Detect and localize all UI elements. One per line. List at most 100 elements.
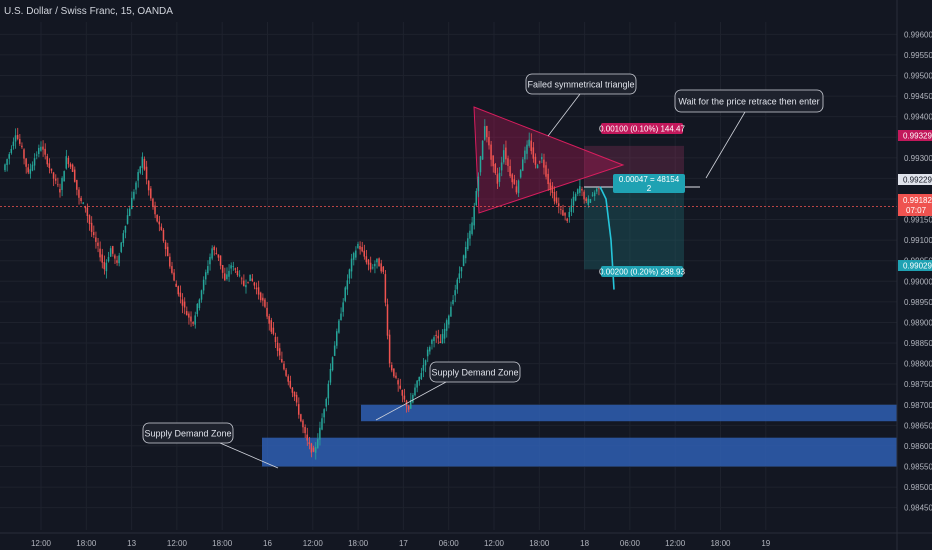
- candle-body: [412, 394, 414, 403]
- supply-demand-zone[interactable]: [262, 437, 897, 467]
- y-tick-label: 0.99100: [904, 236, 932, 245]
- y-tick-label: 0.98550: [904, 462, 932, 471]
- candle-body: [175, 283, 177, 287]
- candle-body: [486, 125, 488, 138]
- candle-body: [536, 165, 539, 169]
- candle-body: [319, 427, 321, 440]
- candle-body: [376, 258, 378, 263]
- supply-demand-zone[interactable]: [361, 404, 897, 422]
- candle-body: [397, 380, 399, 385]
- candle-body: [500, 162, 503, 171]
- candle-body: [443, 328, 446, 339]
- take-profit-price-text: 0.99329: [903, 132, 932, 141]
- candle-body: [517, 180, 520, 194]
- candle-body: [107, 256, 110, 262]
- candle-body: [448, 315, 450, 325]
- candle-body: [221, 265, 224, 273]
- candle-body: [158, 221, 160, 225]
- x-tick-label: 18:00: [76, 539, 97, 548]
- candle-body: [35, 154, 38, 156]
- candle-body: [63, 171, 65, 182]
- candle-body: [103, 262, 106, 270]
- y-tick-label: 0.99300: [904, 154, 932, 163]
- candle-body: [367, 259, 370, 265]
- triangle-callout[interactable]: Failed symmetrical triangle: [525, 73, 637, 137]
- candle-body: [190, 316, 192, 322]
- candle-body: [329, 369, 332, 383]
- candle-body: [414, 387, 416, 396]
- candle-body: [40, 146, 42, 151]
- candle-body: [534, 156, 537, 165]
- candle-body: [532, 147, 535, 159]
- upper-zone-callout-box: [429, 361, 521, 383]
- take-profit-price-badge: 0.99329: [898, 130, 932, 141]
- candle-body: [452, 299, 454, 305]
- candle-body: [211, 248, 213, 259]
- stop-price-text: 0.99029: [903, 262, 932, 271]
- candle-body: [585, 198, 587, 202]
- candle-body: [209, 256, 211, 265]
- candle-body: [95, 237, 97, 242]
- candle-body: [114, 255, 116, 259]
- upper-position-label-text: 0.00100 (0.10%) 144.47: [599, 125, 685, 134]
- y-tick-label: 0.99550: [904, 51, 932, 60]
- candle-body: [224, 273, 226, 281]
- candle-body: [579, 186, 581, 193]
- lower-zone-callout[interactable]: Supply Demand Zone: [142, 422, 279, 469]
- candle-body: [240, 278, 243, 280]
- candle-body: [481, 140, 484, 160]
- candle-body: [8, 154, 10, 159]
- candle-body: [59, 188, 61, 193]
- candle-body: [314, 447, 317, 453]
- stop-area[interactable]: [584, 187, 684, 270]
- candle-body: [450, 306, 452, 317]
- candle-body: [166, 246, 169, 257]
- candle-body: [483, 126, 486, 140]
- candle-body: [361, 247, 363, 252]
- candle-body: [357, 243, 359, 248]
- x-tick-label: 18: [580, 539, 589, 548]
- candle-body: [541, 157, 543, 160]
- candle-body: [156, 214, 158, 222]
- candle-body: [380, 263, 382, 272]
- candle-body: [160, 226, 163, 231]
- lower-position-label: 0.00200 (0.20%) 288.93: [599, 266, 685, 277]
- candle-body: [502, 150, 505, 163]
- candle-body: [371, 267, 374, 269]
- candle-body: [48, 163, 51, 168]
- candle-body: [10, 148, 13, 153]
- wait-callout[interactable]: Wait for the price retrace then enter: [674, 89, 824, 179]
- y-tick-label: 0.98750: [904, 380, 932, 389]
- candle-body: [509, 166, 511, 177]
- candle-body: [462, 255, 465, 267]
- candle-body: [469, 230, 471, 239]
- upper-zone-callout[interactable]: Supply Demand Zone: [375, 361, 521, 421]
- candle-body: [4, 164, 6, 171]
- candle-body: [431, 339, 433, 344]
- candle-body: [249, 274, 251, 281]
- candle-body: [29, 169, 32, 174]
- wait-callout-box: [674, 89, 824, 113]
- candle-body: [374, 263, 376, 267]
- candle-body: [135, 182, 137, 190]
- candle-body: [390, 364, 393, 371]
- candle-body: [42, 146, 44, 150]
- candle-body: [285, 369, 287, 376]
- projection-path[interactable]: [599, 186, 615, 290]
- candle-body: [543, 159, 545, 168]
- candle-body: [25, 158, 27, 167]
- candle-body: [71, 164, 74, 172]
- y-tick-label: 0.99500: [904, 72, 932, 81]
- candle-body: [310, 443, 313, 453]
- candle-body: [80, 197, 82, 202]
- candle-body: [226, 274, 228, 279]
- candle-body: [557, 203, 560, 207]
- candle-body: [44, 148, 46, 155]
- time-axis[interactable]: 12:00 18:00 13 12:00 18:00 16 12:00 18:00 17 06:0…: [31, 539, 771, 548]
- candle-body: [287, 376, 289, 382]
- candle-body: [591, 194, 594, 196]
- candle-body: [78, 189, 80, 198]
- candle-body: [6, 159, 8, 165]
- lower-zone-callout-box: [142, 422, 234, 444]
